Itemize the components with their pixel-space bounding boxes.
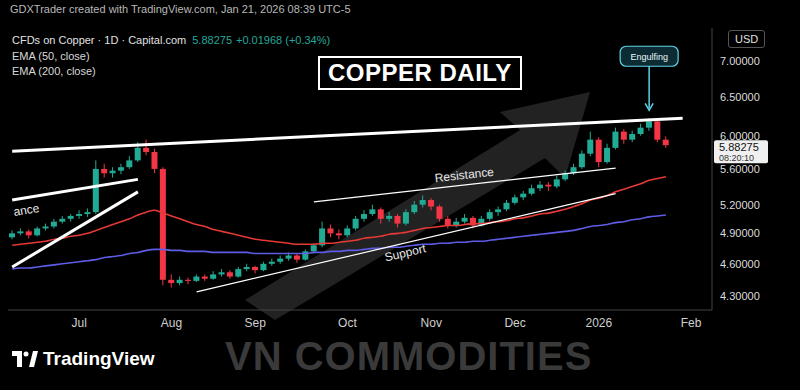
svg-text:5.20000: 5.20000 (720, 199, 760, 211)
html-text:5.88275 +0.01968 (+0.34%): 5.88275 +0.01968 (+0.34%) (192, 34, 331, 46)
svg-text:4.60000: 4.60000 (720, 258, 760, 270)
svg-text:4.30000: 4.30000 (720, 290, 760, 302)
svg-text:Resistance: Resistance (434, 165, 495, 186)
html-text:TradingView: TradingView (43, 348, 155, 369)
html-text:CFDs on Copper · 1D · Capital.: CFDs on Copper · 1D · Capital.com (12, 34, 187, 46)
svg-text:6.50000: 6.50000 (720, 91, 760, 103)
svg-text:6.00000: 6.00000 (720, 130, 760, 142)
svg-text:5.88275: 5.88275 (719, 141, 759, 153)
svg-text:5.60000: 5.60000 (720, 163, 760, 175)
svg-text:Oct: Oct (338, 316, 357, 330)
svg-text:Dec: Dec (504, 316, 525, 330)
html-text:EMA (50, close): EMA (50, close) (12, 50, 90, 62)
svg-text:2026: 2026 (586, 316, 613, 330)
svg-text:08:20:10: 08:20:10 (719, 153, 754, 163)
html-text:USD: USD (735, 33, 759, 45)
html-text:GDXTrader created with Trading: GDXTrader created with TradingView.com, … (10, 3, 351, 15)
svg-text:Feb: Feb (681, 316, 702, 330)
svg-text:4.90000: 4.90000 (720, 227, 760, 239)
svg-text:ance: ance (12, 201, 40, 219)
svg-text:7.00000: 7.00000 (720, 55, 760, 67)
html-text:EMA (200, close): EMA (200, close) (12, 65, 96, 77)
html-text:VN COMMODITIES: VN COMMODITIES (225, 334, 593, 378)
svg-text:Nov: Nov (421, 316, 442, 330)
svg-text:Aug: Aug (161, 316, 182, 330)
svg-text:Support: Support (383, 241, 428, 264)
html-text:COPPER DAILY: COPPER DAILY (328, 59, 512, 86)
svg-text:Engulfing: Engulfing (630, 52, 668, 62)
svg-text:Sep: Sep (245, 316, 267, 330)
svg-text:Jul: Jul (72, 316, 87, 330)
